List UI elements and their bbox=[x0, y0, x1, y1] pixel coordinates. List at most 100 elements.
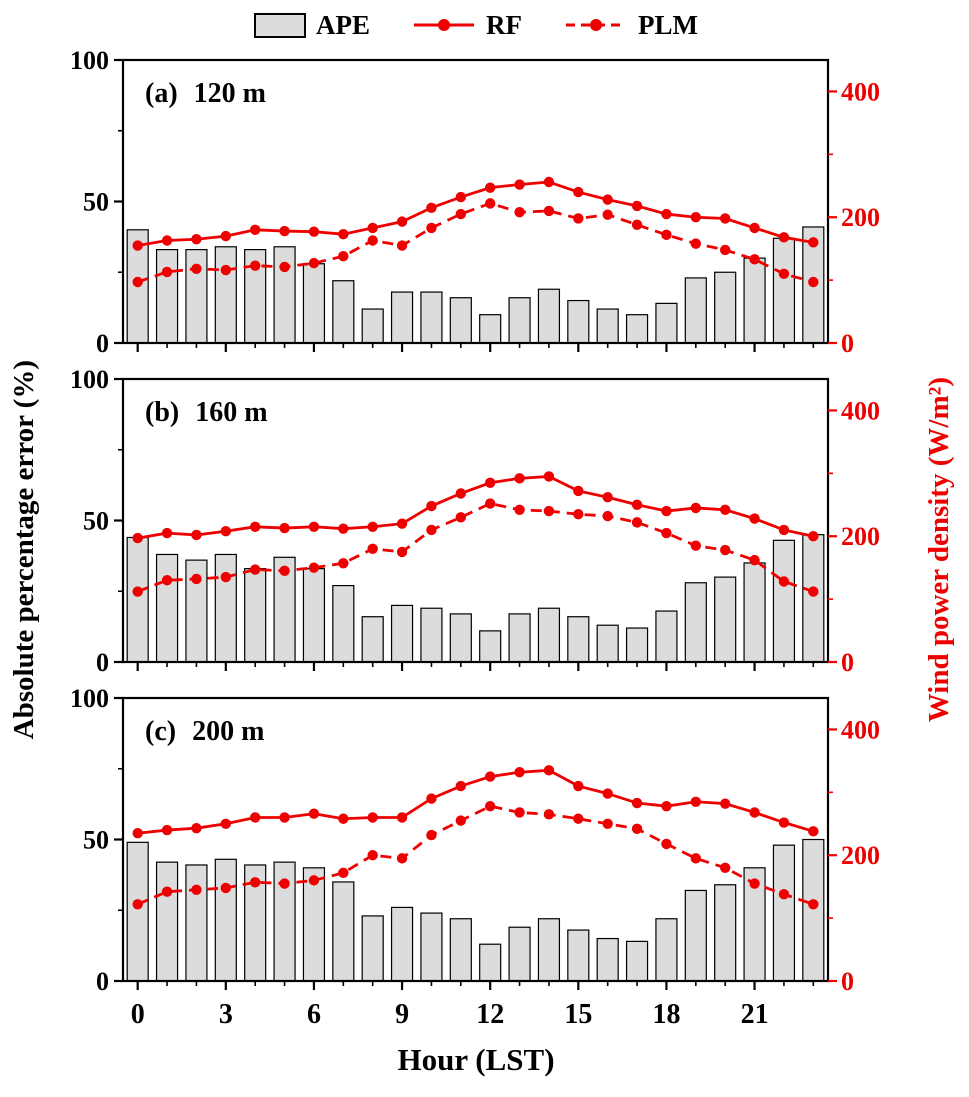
plm-marker bbox=[719, 544, 731, 556]
ape-bar bbox=[655, 610, 678, 663]
ape-bar bbox=[361, 616, 384, 663]
ape-bar bbox=[772, 539, 796, 663]
plm-marker bbox=[338, 251, 349, 262]
plm-marker bbox=[661, 229, 672, 241]
plm-marker bbox=[573, 813, 584, 824]
rf-marker bbox=[690, 796, 702, 807]
plm-marker bbox=[279, 878, 290, 889]
left-axis-title: Absolute percentage error (%) bbox=[7, 359, 40, 740]
rf-marker bbox=[220, 818, 232, 829]
rf-marker bbox=[514, 179, 525, 190]
plm-marker bbox=[308, 875, 320, 886]
rf-marker bbox=[249, 521, 261, 532]
plm-marker bbox=[308, 562, 320, 573]
ape-bar bbox=[567, 929, 590, 982]
ape-bar bbox=[596, 308, 619, 344]
rf-marker bbox=[249, 224, 261, 235]
plm-marker bbox=[778, 576, 790, 587]
plm-dashed-line-icon bbox=[566, 19, 626, 31]
plm-marker bbox=[338, 867, 349, 879]
legend-label-ape: APE bbox=[316, 9, 370, 40]
plm-marker bbox=[132, 899, 143, 910]
rf-marker bbox=[778, 232, 790, 243]
ape-bar bbox=[802, 838, 825, 982]
rf-marker bbox=[778, 817, 790, 828]
plm-line bbox=[137, 201, 814, 284]
plm-marker bbox=[161, 575, 173, 586]
rf-marker bbox=[661, 505, 672, 517]
rf-marker bbox=[484, 477, 496, 488]
ape-bar bbox=[244, 568, 267, 663]
rf-marker bbox=[602, 492, 613, 503]
right-tick-label: 400 bbox=[841, 715, 880, 744]
left-tick-label: 50 bbox=[83, 188, 109, 217]
plm-marker bbox=[749, 878, 760, 889]
rf-marker bbox=[543, 176, 555, 188]
rf-marker bbox=[308, 808, 320, 819]
left-tick-label: 50 bbox=[83, 826, 109, 855]
rf-marker bbox=[191, 529, 202, 541]
plm-marker bbox=[631, 517, 643, 528]
panel-c-chart: 0 50 100 0 200 400 0 3 6 9 12 15 18 21 (c) 200 m bbox=[70, 686, 880, 1030]
x-tick-label: 6 bbox=[307, 999, 321, 1030]
ape-bar bbox=[743, 562, 766, 663]
rf-marker bbox=[132, 532, 143, 544]
rf-marker bbox=[191, 234, 202, 245]
ape-bar bbox=[479, 314, 502, 344]
ape-bar bbox=[479, 630, 502, 663]
rf-marker bbox=[308, 521, 320, 532]
plm-marker bbox=[367, 543, 378, 554]
ape-bar bbox=[420, 291, 443, 344]
ape-bar bbox=[155, 861, 179, 982]
plm-marker bbox=[661, 838, 672, 850]
left-tick-label: 0 bbox=[96, 648, 109, 672]
plm-marker bbox=[631, 219, 643, 230]
ape-bar bbox=[390, 604, 414, 663]
ape-bar bbox=[420, 607, 443, 663]
plm-marker bbox=[514, 807, 525, 818]
plm-marker bbox=[749, 254, 760, 265]
rf-marker bbox=[808, 237, 819, 248]
plm-line bbox=[137, 502, 814, 593]
plm-marker bbox=[191, 884, 202, 896]
legend-item-plm: PLM bbox=[564, 10, 698, 41]
rf-marker bbox=[161, 527, 173, 539]
plm-marker bbox=[220, 571, 232, 583]
ape-bar bbox=[449, 297, 472, 344]
plm-marker bbox=[514, 504, 525, 516]
plm-marker bbox=[543, 205, 555, 217]
plm-marker bbox=[308, 257, 320, 269]
rf-marker bbox=[484, 771, 496, 782]
ape-bar bbox=[185, 864, 208, 982]
plm-marker bbox=[484, 800, 496, 812]
x-tick-label: 0 bbox=[131, 999, 145, 1030]
rf-marker bbox=[279, 812, 290, 823]
rf-marker bbox=[661, 800, 672, 812]
ape-bar bbox=[537, 288, 561, 344]
rf-marker bbox=[396, 216, 408, 227]
plm-marker bbox=[249, 260, 261, 271]
rf-marker bbox=[367, 521, 378, 532]
rf-marker bbox=[514, 767, 525, 778]
plm-marker bbox=[132, 276, 143, 288]
left-tick-label: 100 bbox=[70, 367, 109, 394]
plm-marker bbox=[749, 554, 760, 566]
legend-label-rf: RF bbox=[486, 9, 522, 40]
rf-marker bbox=[279, 225, 290, 237]
left-tick-label: 100 bbox=[70, 48, 109, 75]
rf-marker bbox=[308, 226, 320, 237]
ape-bar bbox=[508, 926, 531, 982]
ape-bar bbox=[772, 844, 796, 982]
rf-marker bbox=[602, 194, 613, 205]
ape-bar bbox=[332, 881, 355, 982]
panel-label: (a) 120 m bbox=[145, 78, 266, 109]
plm-marker bbox=[455, 815, 467, 826]
plm-marker bbox=[367, 235, 378, 246]
x-tick-label: 18 bbox=[652, 999, 680, 1030]
legend-item-ape: APE bbox=[254, 10, 370, 41]
plm-marker bbox=[778, 268, 790, 280]
rf-marker bbox=[367, 222, 378, 234]
rf-line bbox=[137, 475, 814, 540]
plm-marker bbox=[808, 276, 819, 288]
rf-marker bbox=[631, 797, 643, 809]
